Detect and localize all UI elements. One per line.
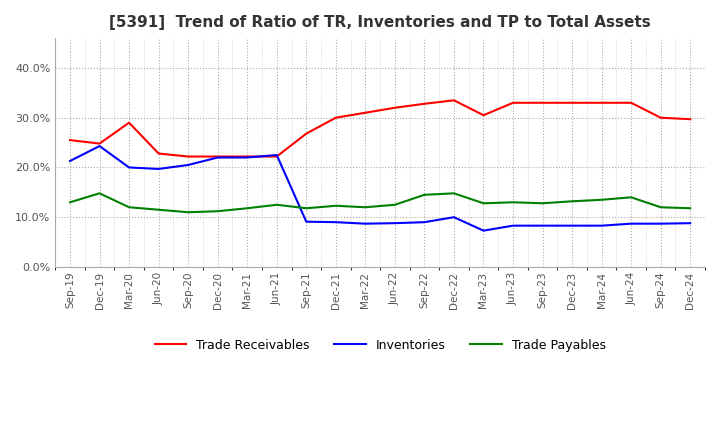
Inventories xyxy=(420,220,428,225)
Trade Payables xyxy=(154,207,163,213)
Inventories xyxy=(390,220,399,226)
Legend: Trade Receivables, Inventories, Trade Payables: Trade Receivables, Inventories, Trade Pa… xyxy=(150,334,611,357)
Line: Trade Payables: Trade Payables xyxy=(70,193,690,212)
Trade Receivables xyxy=(480,113,488,118)
Trade Receivables xyxy=(420,101,428,106)
Trade Receivables xyxy=(568,100,577,106)
Trade Receivables xyxy=(272,154,281,159)
Trade Receivables xyxy=(302,131,310,136)
Trade Receivables xyxy=(243,154,251,159)
Inventories xyxy=(480,228,488,233)
Line: Inventories: Inventories xyxy=(70,146,690,231)
Trade Receivables xyxy=(509,100,518,106)
Inventories xyxy=(568,223,577,228)
Trade Payables xyxy=(95,191,104,196)
Inventories xyxy=(66,158,74,164)
Trade Payables xyxy=(272,202,281,207)
Trade Payables xyxy=(184,209,192,215)
Trade Receivables xyxy=(154,151,163,156)
Trade Payables xyxy=(213,209,222,214)
Trade Payables xyxy=(568,198,577,204)
Inventories xyxy=(686,220,695,226)
Trade Receivables xyxy=(125,120,133,125)
Trade Payables xyxy=(302,205,310,211)
Inventories xyxy=(449,215,458,220)
Trade Payables xyxy=(449,191,458,196)
Trade Receivables xyxy=(686,117,695,122)
Line: Trade Receivables: Trade Receivables xyxy=(70,100,690,157)
Trade Receivables xyxy=(331,115,340,121)
Trade Receivables xyxy=(361,110,369,115)
Trade Payables xyxy=(390,202,399,207)
Trade Payables xyxy=(686,205,695,211)
Inventories xyxy=(272,152,281,158)
Inventories xyxy=(213,155,222,160)
Inventories xyxy=(361,221,369,226)
Trade Receivables xyxy=(213,154,222,159)
Inventories xyxy=(627,221,636,226)
Trade Receivables xyxy=(598,100,606,106)
Inventories xyxy=(598,223,606,228)
Trade Receivables xyxy=(66,137,74,143)
Trade Receivables xyxy=(539,100,547,106)
Trade Payables xyxy=(627,194,636,200)
Inventories xyxy=(125,165,133,170)
Trade Payables xyxy=(361,205,369,210)
Title: [5391]  Trend of Ratio of TR, Inventories and TP to Total Assets: [5391] Trend of Ratio of TR, Inventories… xyxy=(109,15,651,30)
Trade Payables xyxy=(66,200,74,205)
Inventories xyxy=(539,223,547,228)
Trade Receivables xyxy=(95,141,104,146)
Inventories xyxy=(302,219,310,224)
Trade Payables xyxy=(331,203,340,209)
Inventories xyxy=(243,155,251,160)
Trade Payables xyxy=(243,205,251,211)
Trade Receivables xyxy=(390,105,399,110)
Trade Payables xyxy=(480,201,488,206)
Trade Receivables xyxy=(449,98,458,103)
Inventories xyxy=(184,162,192,168)
Trade Payables xyxy=(420,192,428,198)
Trade Receivables xyxy=(184,154,192,159)
Trade Payables xyxy=(125,205,133,210)
Trade Receivables xyxy=(627,100,636,106)
Trade Payables xyxy=(509,200,518,205)
Trade Payables xyxy=(539,201,547,206)
Trade Receivables xyxy=(657,115,665,121)
Inventories xyxy=(95,143,104,149)
Inventories xyxy=(331,220,340,225)
Inventories xyxy=(657,221,665,226)
Inventories xyxy=(154,166,163,172)
Trade Payables xyxy=(657,205,665,210)
Trade Payables xyxy=(598,197,606,202)
Inventories xyxy=(509,223,518,228)
